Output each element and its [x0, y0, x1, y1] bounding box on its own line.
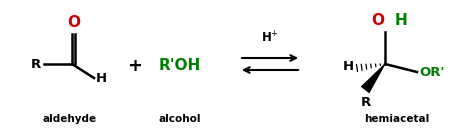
Text: H: H: [395, 13, 408, 28]
Text: R: R: [31, 58, 41, 70]
Text: R'OH: R'OH: [159, 58, 201, 74]
Text: H: H: [96, 72, 107, 86]
Text: O: O: [67, 15, 80, 30]
Text: aldehyde: aldehyde: [43, 114, 97, 124]
Text: alcohol: alcohol: [159, 114, 201, 124]
Text: R: R: [361, 96, 371, 109]
Text: OR': OR': [419, 65, 445, 79]
Text: O: O: [371, 13, 384, 28]
Text: H$^{+}$: H$^{+}$: [261, 31, 279, 46]
Polygon shape: [361, 64, 385, 93]
Text: hemiacetal: hemiacetal: [365, 114, 429, 124]
Text: +: +: [128, 57, 143, 75]
Text: H: H: [343, 60, 354, 74]
